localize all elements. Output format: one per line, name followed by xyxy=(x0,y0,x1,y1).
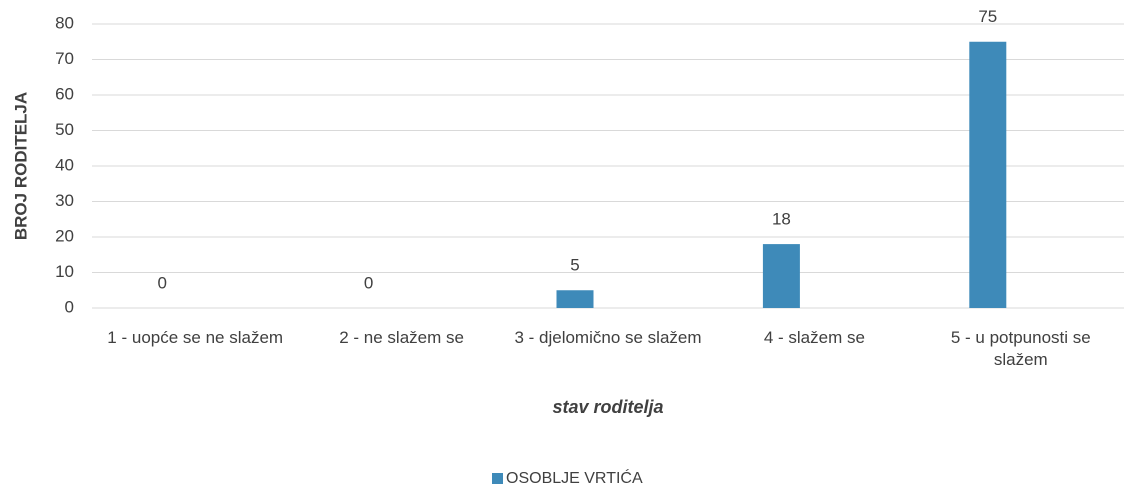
x-tick-label: 4 - slažem se xyxy=(763,328,865,347)
value-label: 0 xyxy=(157,273,166,292)
y-tick-label: 10 xyxy=(55,262,74,281)
bar xyxy=(762,244,800,308)
y-tick-label: 80 xyxy=(55,13,74,32)
y-tick-label: 40 xyxy=(55,155,74,174)
legend-swatch xyxy=(492,473,503,484)
y-tick-label: 20 xyxy=(55,226,74,245)
x-tick-label: 1 - uopće se ne slažem xyxy=(107,328,284,347)
value-label: 18 xyxy=(772,210,791,229)
x-axis-title: stav roditelja xyxy=(552,397,663,417)
y-tick-label: 60 xyxy=(55,84,74,103)
value-label: 0 xyxy=(364,273,373,292)
y-tick-label: 0 xyxy=(65,297,74,316)
y-axis-title: BROJ RODITELJA xyxy=(11,92,30,240)
bar xyxy=(556,290,594,308)
bar xyxy=(969,41,1007,308)
x-tick-label: 5 - u potpunosti se slažem xyxy=(950,328,1091,369)
value-label: 75 xyxy=(978,7,997,26)
y-tick-label: 50 xyxy=(55,120,74,139)
x-tick-label: 3 - djelomično se slažem xyxy=(514,328,702,347)
y-tick-label: 70 xyxy=(55,49,74,68)
x-tick-label: 2 - ne slažem se xyxy=(339,328,464,347)
value-label: 5 xyxy=(570,256,579,275)
legend-label: OSOBLJE VRTIĆA xyxy=(506,468,643,487)
y-tick-label: 30 xyxy=(55,191,74,210)
